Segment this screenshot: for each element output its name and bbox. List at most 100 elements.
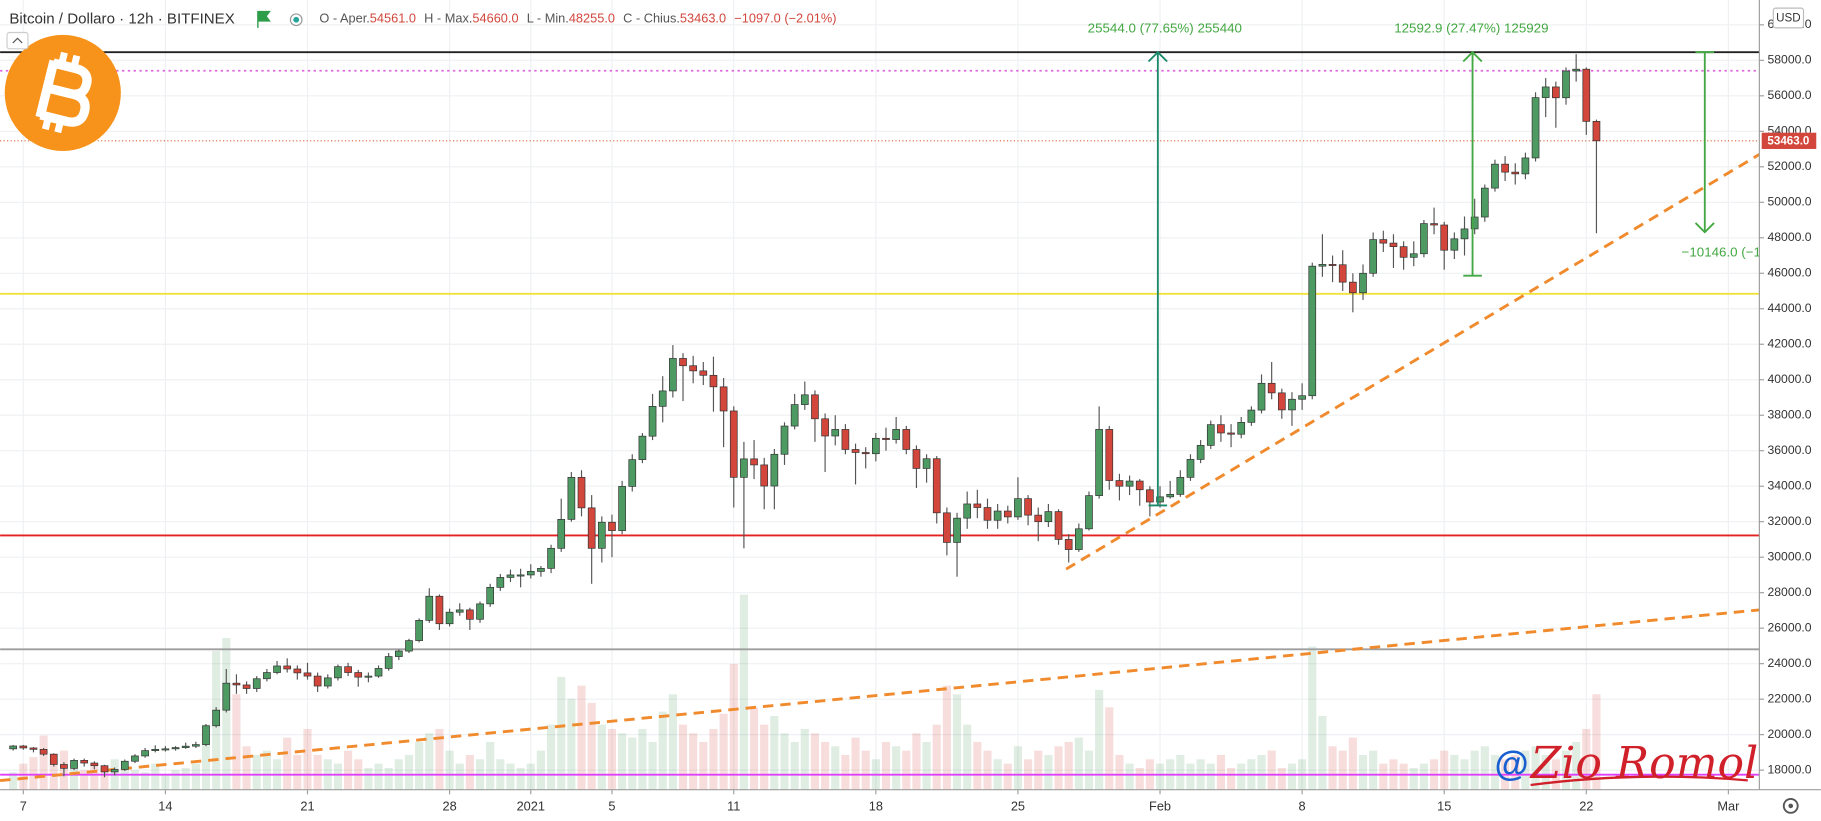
volume-bar xyxy=(1419,763,1428,790)
candle-body xyxy=(1146,489,1154,503)
levels xyxy=(0,51,1761,783)
candle-body xyxy=(1389,242,1398,248)
candle-body xyxy=(232,682,241,686)
currency-box[interactable] xyxy=(1772,7,1805,29)
candle-body xyxy=(212,709,220,727)
candle-body xyxy=(1440,224,1449,251)
candle-body xyxy=(435,595,444,625)
volume-bar xyxy=(39,735,48,790)
volume-bar xyxy=(1531,746,1540,790)
y-tick-label: 30000.0 xyxy=(1767,549,1811,563)
volume-bar xyxy=(780,733,789,790)
ohlc-value: 53463.0 xyxy=(680,11,726,26)
candle-body xyxy=(1267,382,1276,394)
candle-body xyxy=(334,666,342,679)
candle-body xyxy=(222,682,231,711)
candle-body xyxy=(1217,424,1225,434)
volume-bar xyxy=(232,694,241,790)
candle-body xyxy=(445,611,454,625)
volume-bar xyxy=(790,741,799,790)
candle-body xyxy=(1014,498,1022,518)
last-price-tag xyxy=(1761,132,1817,149)
candle-body xyxy=(932,458,941,514)
candle-body xyxy=(1562,70,1570,99)
candle-body xyxy=(1359,272,1367,294)
volume-bar xyxy=(567,698,576,790)
volume-bar xyxy=(1135,767,1144,790)
candle-body xyxy=(953,517,961,543)
currency: USD xyxy=(1776,12,1801,25)
candle-body xyxy=(618,486,626,531)
volume-bar xyxy=(1592,694,1601,790)
candle-body xyxy=(892,429,900,440)
volume-bar xyxy=(760,724,769,790)
candle-body xyxy=(1541,86,1550,98)
volume-bar xyxy=(729,663,738,790)
candle-body xyxy=(1592,121,1601,142)
volume-bar xyxy=(1034,750,1043,790)
volume-bar xyxy=(577,685,586,790)
candle-body xyxy=(526,571,535,576)
collapse-button[interactable] xyxy=(6,31,29,50)
flag-icon[interactable] xyxy=(257,10,271,28)
candle-body xyxy=(1318,264,1327,267)
volume-bar xyxy=(1490,754,1500,790)
candle-body xyxy=(1196,445,1205,460)
volume-bar xyxy=(861,750,870,790)
time-axis-panel xyxy=(0,789,1821,821)
volume-bar xyxy=(171,770,180,790)
candle-body xyxy=(811,394,819,420)
y-tick-label: 40000.0 xyxy=(1767,372,1811,386)
y-tick-label: 20000.0 xyxy=(1767,727,1811,741)
watermark: @ Zio Romolo xyxy=(1495,738,1785,789)
candle-body xyxy=(476,603,484,620)
candle-body xyxy=(709,374,718,388)
volume-bar xyxy=(1511,754,1520,790)
volume-bar xyxy=(912,733,921,790)
volume-bar xyxy=(1561,750,1571,790)
volume-bar xyxy=(963,724,972,790)
candle-body xyxy=(1531,97,1540,159)
candle-body xyxy=(1156,496,1164,503)
candle-body xyxy=(1450,238,1459,251)
volume-bar xyxy=(1521,750,1530,790)
volume-bar xyxy=(80,770,89,790)
candle-body xyxy=(1227,432,1235,435)
y-tick-label: 28000.0 xyxy=(1767,585,1811,599)
volume-bar xyxy=(415,741,424,790)
volume-bar xyxy=(1095,689,1104,790)
volume-bar xyxy=(1064,741,1073,790)
volume-bar xyxy=(374,763,383,790)
volume-bar xyxy=(678,724,688,790)
volume-bar xyxy=(1450,754,1459,790)
candle-body xyxy=(790,404,799,427)
volume-bar xyxy=(1287,763,1297,790)
volume-bar xyxy=(1348,737,1357,790)
settings-icon[interactable] xyxy=(1782,798,1799,814)
volume-bar xyxy=(313,754,322,790)
volume-bar xyxy=(465,754,474,790)
volume-bar xyxy=(1379,763,1388,790)
volume-bar xyxy=(831,746,840,790)
candle-body xyxy=(993,510,1002,521)
candle-body xyxy=(658,390,667,407)
candle-body xyxy=(242,684,251,689)
volume-bar xyxy=(709,728,718,790)
candle-body xyxy=(1206,424,1215,446)
candle-body xyxy=(973,503,982,508)
volume-bar xyxy=(1399,763,1408,790)
candle-body xyxy=(1257,382,1266,411)
candle-body xyxy=(313,675,322,687)
candle-body xyxy=(181,745,190,748)
volume-bar xyxy=(942,685,951,790)
candle-body xyxy=(131,755,139,762)
candle-body xyxy=(1420,223,1428,255)
candle-body xyxy=(455,609,464,613)
candle-body xyxy=(750,458,758,466)
candle-body xyxy=(1135,480,1144,491)
measure-label: 12592.9 (27.47%) 125929 xyxy=(1394,21,1548,36)
candle-body xyxy=(1064,539,1073,550)
candle-body xyxy=(9,745,17,750)
volume-bar xyxy=(668,694,677,790)
candle-body xyxy=(1491,163,1499,189)
